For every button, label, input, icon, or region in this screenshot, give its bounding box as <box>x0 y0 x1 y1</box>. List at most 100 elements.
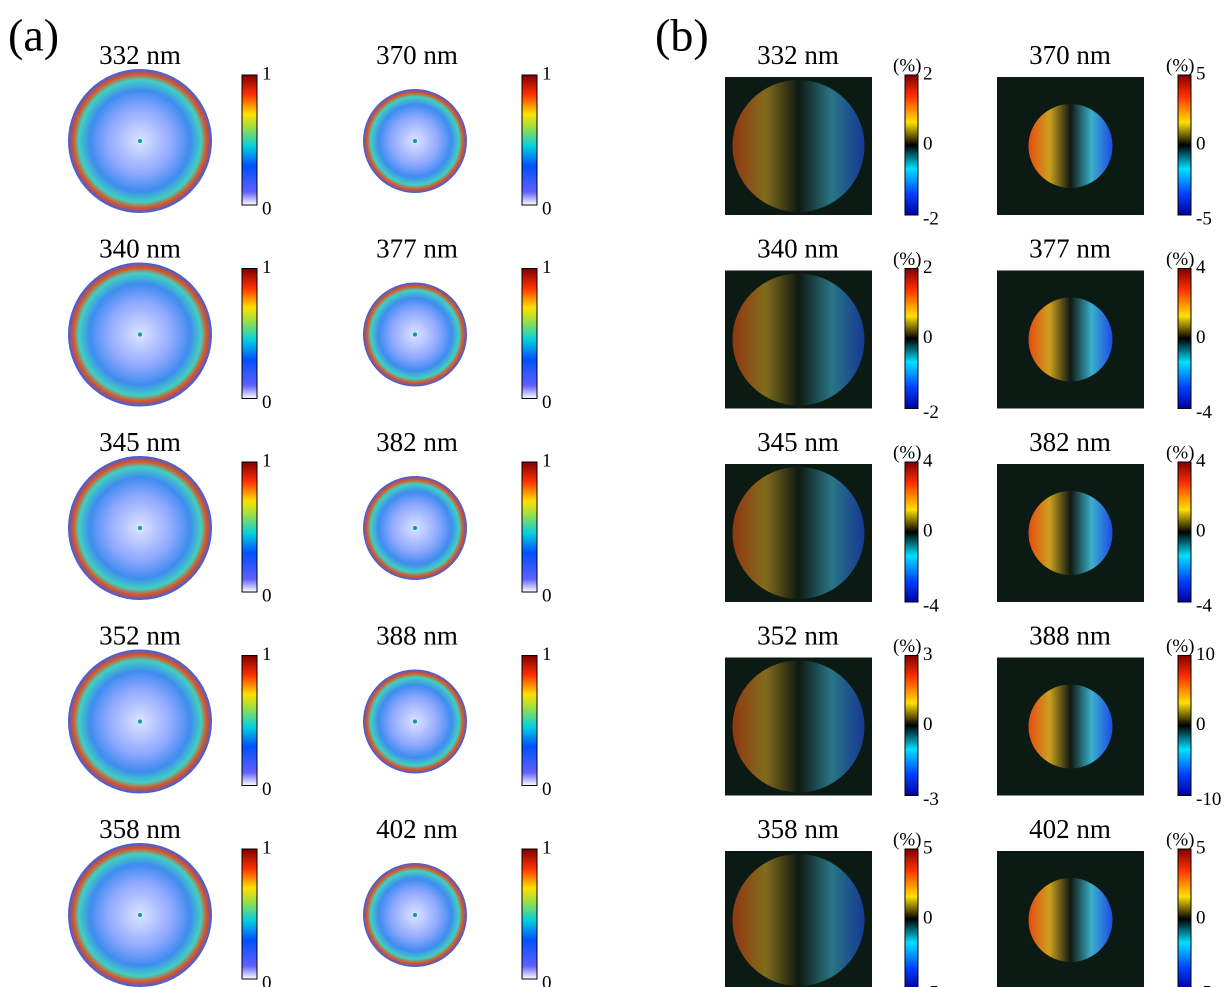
colorbar-tick-label: -5 <box>923 982 939 987</box>
colorbar-tick-label: 3 <box>923 644 933 665</box>
image-title: 382 nm <box>376 427 458 457</box>
colorbar-tick-label: 4 <box>1196 257 1206 278</box>
colorbar-tick-label: 1 <box>262 450 272 471</box>
image-title: 402 nm <box>376 814 458 844</box>
colorbar-tick-label: 10 <box>1196 644 1215 665</box>
colorbar-unit: (%) <box>893 829 921 850</box>
colorbar-tick-label: 1 <box>542 450 552 471</box>
colorbar-unit: (%) <box>893 55 921 76</box>
cd-map <box>732 80 865 212</box>
colorbar-tick-label: -4 <box>923 595 939 616</box>
colorbar <box>521 848 538 980</box>
colorbar-tick-label: 0 <box>1196 520 1206 541</box>
colorbar-tick-label: 0 <box>262 585 272 606</box>
map-center <box>138 526 142 530</box>
colorbar-tick-label: 2 <box>923 63 933 84</box>
cd-map <box>1028 297 1113 382</box>
map-center <box>413 719 417 724</box>
colorbar-tick-label: 1 <box>542 257 552 278</box>
image-title: 377 nm <box>1029 234 1111 264</box>
colorbar-tick-label: 0 <box>923 327 933 348</box>
colorbar-unit: (%) <box>893 636 921 657</box>
colorbar <box>1177 74 1192 216</box>
map-center <box>138 139 142 143</box>
image-title: 352 nm <box>99 621 181 651</box>
colorbar <box>241 74 258 206</box>
colorbar-tick-label: 0 <box>262 198 272 219</box>
colorbar <box>1177 655 1192 796</box>
colorbar-tick-label: 0 <box>923 907 933 928</box>
image-title: 352 nm <box>757 621 839 651</box>
colorbar-tick-label: 0 <box>262 392 272 413</box>
colorbar-tick-label: -4 <box>1196 402 1212 423</box>
panel-label: (a) <box>8 10 59 61</box>
image-title: 332 nm <box>757 40 839 70</box>
colorbar-tick-label: -2 <box>923 402 939 423</box>
colorbar-tick-label: -10 <box>1196 789 1221 810</box>
colorbar-tick-label: 4 <box>1196 450 1206 471</box>
colorbar <box>904 74 919 216</box>
map-center <box>413 913 417 917</box>
map-center <box>413 332 417 337</box>
colorbar-tick-label: 1 <box>262 837 272 858</box>
image-title: 332 nm <box>99 40 181 70</box>
image-title: 382 nm <box>1029 427 1111 457</box>
colorbar-tick-label: 0 <box>542 392 552 413</box>
cd-map <box>732 854 865 986</box>
colorbar-unit: (%) <box>1166 55 1194 76</box>
colorbar-tick-label: 0 <box>923 133 933 154</box>
colorbar-unit: (%) <box>893 442 921 463</box>
colorbar-tick-label: 0 <box>262 972 272 987</box>
image-title: 358 nm <box>99 814 181 844</box>
cd-map <box>732 660 865 793</box>
colorbar-tick-label: -3 <box>923 789 939 810</box>
colorbar <box>904 268 919 409</box>
colorbar <box>1177 268 1192 409</box>
colorbar-tick-label: 0 <box>1196 714 1206 735</box>
colorbar-tick-label: 0 <box>542 198 552 219</box>
colorbar <box>904 461 919 603</box>
colorbar-tick-label: 0 <box>923 714 933 735</box>
image-title: 388 nm <box>1029 621 1111 651</box>
colorbar-tick-label: 1 <box>542 644 552 665</box>
colorbar-tick-label: 0 <box>542 779 552 800</box>
map-center <box>138 332 142 337</box>
image-title: 358 nm <box>757 814 839 844</box>
colorbar-unit: (%) <box>893 249 921 270</box>
colorbar-tick-label: 0 <box>542 972 552 987</box>
image-title: 345 nm <box>757 427 839 457</box>
cd-map <box>1028 491 1113 575</box>
colorbar-tick-label: 1 <box>262 257 272 278</box>
colorbar-tick-label: -5 <box>1196 982 1212 987</box>
colorbar <box>904 655 919 796</box>
colorbar-tick-label: 0 <box>923 520 933 541</box>
panel-label: (b) <box>655 10 709 61</box>
map-center <box>413 139 417 143</box>
colorbar-tick-label: 0 <box>1196 133 1206 154</box>
colorbar-tick-label: 2 <box>923 257 933 278</box>
colorbar-tick-label: 5 <box>1196 837 1206 858</box>
colorbar <box>241 655 258 786</box>
colorbar-tick-label: 1 <box>262 63 272 84</box>
cd-map <box>1028 878 1113 962</box>
map-center <box>413 526 417 530</box>
colorbar-tick-label: -5 <box>1196 208 1212 229</box>
image-title: 370 nm <box>1029 40 1111 70</box>
colorbar-tick-label: 1 <box>262 644 272 665</box>
colorbar-tick-label: 5 <box>923 837 933 858</box>
colorbar-unit: (%) <box>1166 442 1194 463</box>
colorbar <box>1177 461 1192 603</box>
map-center <box>138 719 142 724</box>
image-title: 377 nm <box>376 234 458 264</box>
image-title: 370 nm <box>376 40 458 70</box>
colorbar <box>521 74 538 206</box>
colorbar <box>521 655 538 786</box>
colorbar <box>521 461 538 593</box>
image-title: 388 nm <box>376 621 458 651</box>
colorbar-tick-label: 5 <box>1196 63 1206 84</box>
colorbar-tick-label: 0 <box>1196 327 1206 348</box>
cd-map <box>1028 684 1113 769</box>
colorbar-tick-label: -4 <box>1196 595 1212 616</box>
colorbar <box>521 268 538 399</box>
